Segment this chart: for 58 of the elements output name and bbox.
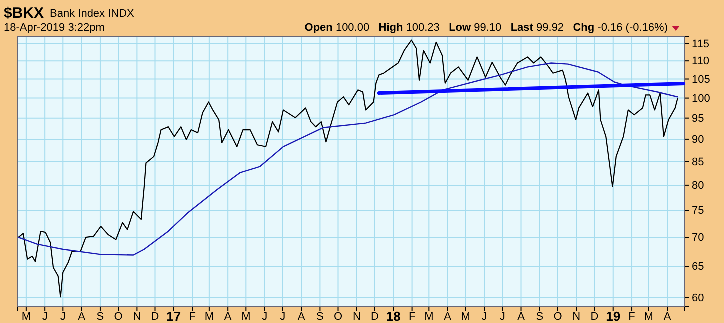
x-tick-label: O — [334, 311, 343, 323]
x-tick-label: N — [133, 311, 142, 323]
x-tick-label: O — [114, 311, 124, 323]
x-tick-label: 18 — [386, 309, 401, 323]
y-tick-label: 75 — [692, 205, 704, 218]
text: 18-Apr-2019 3:22pm — [4, 22, 105, 34]
x-tick-label: A — [78, 311, 86, 323]
x-tick-label: S — [96, 311, 104, 323]
x-tick-label: S — [536, 311, 544, 323]
x-tick-label: S — [316, 311, 324, 323]
x-tick-label: M — [204, 311, 214, 323]
x-tick-label: D — [371, 311, 379, 323]
chart-title: $BKX — [4, 5, 44, 22]
line-series — [18, 40, 678, 298]
x-tick-label: D — [590, 311, 599, 323]
x-tick-label: M — [644, 311, 654, 323]
x-tick-label: F — [189, 311, 196, 323]
y-tick-label: 90 — [692, 134, 704, 146]
x-tick-label: N — [572, 311, 581, 323]
text: Open 100.00 — [304, 22, 370, 34]
x-tick-label: D — [151, 311, 160, 323]
x-tick-label: A — [298, 311, 306, 323]
x-tick-label: J — [42, 311, 48, 323]
y-tick-label: 115 — [692, 38, 710, 50]
x-tick-label: F — [408, 311, 416, 323]
x-tick-label: O — [554, 311, 563, 323]
x-tick-label: M — [461, 311, 470, 323]
text: High 100.23 — [370, 22, 440, 34]
x-tick-label: J — [500, 311, 506, 323]
text: Chg -0.16 (-0.16%) — [564, 22, 668, 34]
text: Last 99.92 — [502, 22, 564, 34]
y-tick-label: 70 — [692, 232, 704, 244]
chart-subtitle: Bank Index INDX — [50, 8, 136, 20]
y-tick-label: 110 — [692, 56, 710, 68]
x-tick-label: F — [628, 311, 636, 323]
x-tick-label: J — [60, 311, 66, 323]
text: Low 99.10 — [440, 22, 502, 34]
x-tick-label: M — [424, 311, 434, 323]
y-tick-label: 85 — [692, 156, 704, 168]
x-tick-label: A — [224, 311, 232, 323]
x-tick-label: 17 — [166, 309, 182, 323]
x-tick-label: J — [482, 311, 488, 323]
x-tick-label: 19 — [606, 309, 621, 323]
x-tick-label: J — [262, 311, 268, 323]
x-tick-label: N — [352, 311, 361, 323]
y-tick-label: 60 — [692, 292, 704, 304]
y-tick-label: 65 — [692, 261, 704, 274]
x-tick-label: A — [664, 311, 672, 323]
line-series — [18, 62, 678, 256]
y-tick-label: 100 — [692, 92, 710, 105]
x-tick-label: M — [22, 311, 32, 323]
x-tick-label: J — [280, 311, 286, 323]
x-tick-label: M — [242, 311, 251, 323]
x-tick-label: A — [444, 311, 452, 323]
y-tick-label: 105 — [692, 74, 710, 86]
x-tick-label: A — [518, 311, 526, 323]
y-tick-label: 80 — [692, 180, 704, 192]
y-tick-label: 95 — [692, 112, 704, 125]
